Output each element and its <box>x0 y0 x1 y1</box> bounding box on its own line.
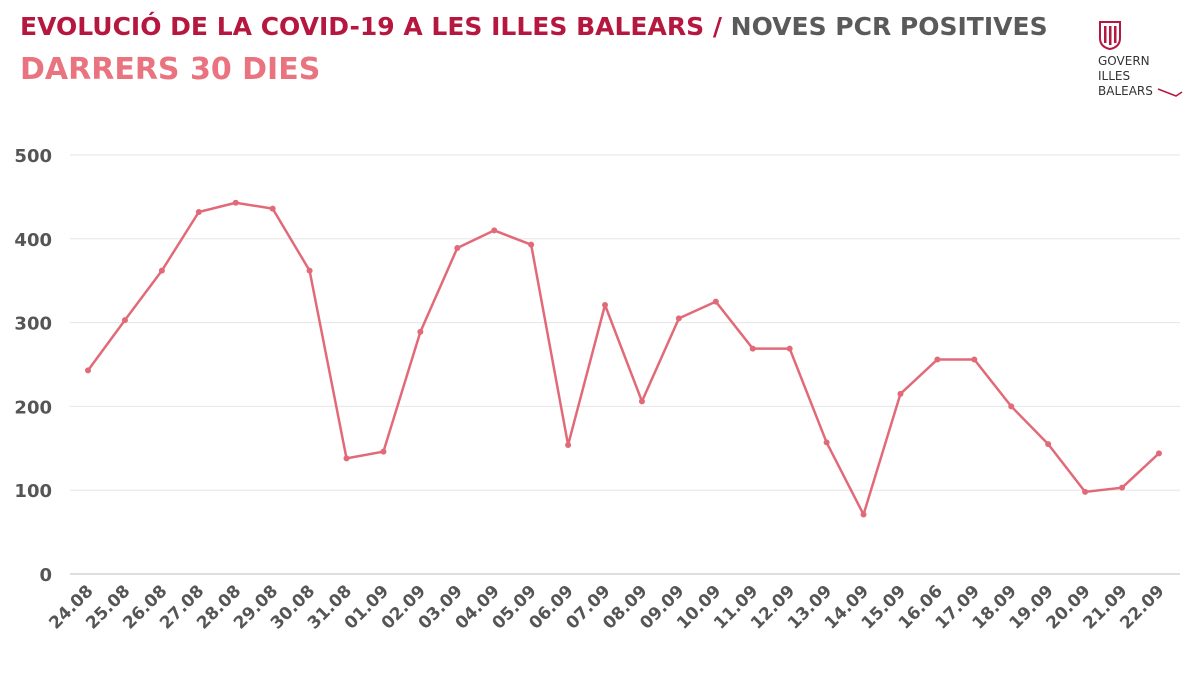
logo-text: GOVERN ILLES BALEARS <box>1098 54 1153 99</box>
data-point <box>1082 488 1089 495</box>
data-point <box>417 328 424 335</box>
title-main: EVOLUCIÓ DE LA COVID-19 A LES ILLES BALE… <box>20 12 705 41</box>
data-point <box>121 317 128 324</box>
data-point <box>195 208 202 215</box>
y-tick-label: 300 <box>14 314 52 335</box>
title-separator: / <box>704 12 731 41</box>
data-point <box>934 356 941 363</box>
logo-line-1: GOVERN <box>1098 54 1150 68</box>
title-sub: NOVES PCR POSITIVES <box>730 12 1048 41</box>
data-point <box>675 315 682 322</box>
x-axis: 24.0825.0826.0827.0828.0829.0830.0831.08… <box>45 581 1168 633</box>
data-point <box>897 390 904 397</box>
data-point <box>491 227 498 234</box>
series-pcr-positives <box>85 199 1162 518</box>
logo-line-3: BALEARS <box>1098 84 1153 98</box>
y-axis: 0 100 200 300 400 500 <box>14 146 52 586</box>
data-point <box>1008 403 1015 410</box>
chart-title: EVOLUCIÓ DE LA COVID-19 A LES ILLES BALE… <box>20 12 1048 41</box>
data-point <box>712 298 719 305</box>
y-tick-label: 500 <box>14 146 52 167</box>
data-point <box>232 199 239 206</box>
data-point <box>158 267 165 274</box>
logo-swoosh-icon <box>1157 88 1183 97</box>
series-line <box>86 201 1160 516</box>
data-point <box>638 398 645 405</box>
data-point <box>1045 441 1052 448</box>
y-tick-label: 0 <box>39 565 52 586</box>
data-point <box>786 345 793 352</box>
data-point <box>528 241 535 248</box>
data-point <box>1155 450 1162 457</box>
data-point <box>971 356 978 363</box>
y-tick-label: 200 <box>14 397 52 418</box>
grid-lines <box>70 154 1180 575</box>
data-point <box>565 441 572 448</box>
data-point <box>454 245 461 252</box>
data-point <box>749 345 756 352</box>
chart-subtitle: DARRERS 30 DIES <box>20 52 321 87</box>
data-point <box>269 205 276 212</box>
data-point <box>85 367 91 374</box>
coat-of-arms-icon <box>1099 21 1121 50</box>
data-point <box>860 511 867 518</box>
data-point <box>380 448 387 455</box>
data-point <box>306 267 313 274</box>
y-tick-label: 100 <box>14 481 52 502</box>
data-point <box>823 439 830 446</box>
govern-illes-balears-logo: GOVERN ILLES BALEARS <box>1094 20 1184 104</box>
logo-line-2: ILLES <box>1098 69 1131 83</box>
y-tick-label: 400 <box>14 230 52 251</box>
data-point <box>602 302 609 309</box>
data-point <box>343 455 350 462</box>
data-point <box>1119 484 1126 491</box>
